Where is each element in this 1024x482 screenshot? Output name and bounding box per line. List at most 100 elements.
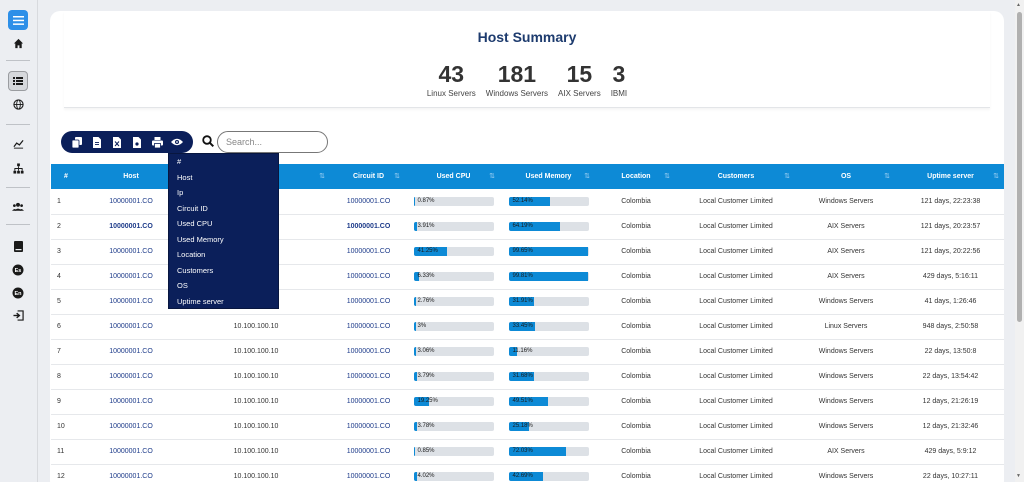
host-link[interactable]: 10000001.CO <box>109 323 153 330</box>
memory-progress-fill <box>508 196 551 206</box>
column-header-customers[interactable]: Customers ⇅ <box>676 164 796 189</box>
os-cell: Windows Servers <box>818 298 874 305</box>
column-toggle-item[interactable]: Ip <box>177 188 184 197</box>
home-icon[interactable] <box>8 33 28 53</box>
column-header-os[interactable]: OS ⇅ <box>796 164 896 189</box>
column-header-label: Used CPU <box>436 173 471 180</box>
column-header-circuit-id[interactable]: Circuit ID ⇅ <box>331 164 406 189</box>
circuit-id-link[interactable]: 10000001.CO <box>346 197 391 205</box>
column-header-used-memory[interactable]: Used Memory ⇅ <box>501 164 596 189</box>
cpu-progress-bar: 6.33% <box>413 272 494 281</box>
cpu-progress-fill <box>413 322 416 331</box>
circuit-id-link[interactable]: 10000001.CO <box>346 348 391 355</box>
column-toggle-item[interactable]: # <box>177 157 182 166</box>
stat-linux: 43 Linux Servers <box>427 61 476 98</box>
circuit-id-link[interactable]: 10000001.CO <box>346 398 391 405</box>
csv-button[interactable] <box>90 135 104 149</box>
row-number: 8 <box>57 373 61 380</box>
stat-value: 3 <box>612 61 626 87</box>
column-header-used-cpu[interactable]: Used CPU ⇅ <box>406 164 501 189</box>
column-toggle-item[interactable]: Customers <box>177 265 214 275</box>
column-visibility-button[interactable] <box>170 135 184 149</box>
scroll-thumb[interactable] <box>1017 12 1022 322</box>
line-chart-icon[interactable] <box>8 134 28 154</box>
table-row: 4 10000001.CO 10000001.CO 6.33% 99.81% Colomb… <box>51 264 1004 289</box>
host-link[interactable]: 10000001.CO <box>109 298 153 305</box>
host-link[interactable]: 10000001.CO <box>109 373 153 380</box>
cpu-progress-fill <box>413 372 417 381</box>
column-toggle-item[interactable]: OS <box>177 281 188 290</box>
search-input[interactable] <box>217 131 328 153</box>
column-header-number[interactable]: # <box>51 164 81 189</box>
logout-icon[interactable] <box>8 305 28 325</box>
row-number: 4 <box>57 273 61 280</box>
host-link[interactable]: 10000001.CO <box>109 248 153 255</box>
excel-button[interactable] <box>110 135 124 149</box>
column-toggle-item[interactable]: Uptime server <box>177 296 224 306</box>
cpu-progress-fill <box>413 472 417 481</box>
cpu-progress-fill <box>413 397 429 406</box>
host-link[interactable]: 10000001.CO <box>109 223 153 230</box>
scroll-up-arrow-icon[interactable]: ▲ <box>1016 2 1021 8</box>
circuit-id-link[interactable]: 10000001.CO <box>346 248 391 255</box>
search-icon <box>202 135 214 147</box>
memory-cell: 11.16% <box>501 339 596 364</box>
host-link[interactable]: 10000001.CO <box>109 273 153 280</box>
host-link[interactable]: 10000001.CO <box>109 473 153 480</box>
os-cell: AIX Servers <box>827 248 865 255</box>
column-header-uptime[interactable]: Uptime server ⇅ <box>896 164 1004 189</box>
host-link[interactable]: 10000001.CO <box>109 423 153 430</box>
column-toggle-item[interactable]: Circuit ID <box>177 203 208 213</box>
page-scrollbar[interactable]: ▲ ▼ <box>1015 0 1024 482</box>
memory-cell: 72.03% <box>501 439 596 464</box>
cpu-progress-bar: 3% <box>413 322 494 331</box>
host-link[interactable]: 10000001.CO <box>109 348 153 355</box>
circuit-id-link[interactable]: 10000001.CO <box>346 448 391 455</box>
circuit-id-link[interactable]: 10000001.CO <box>346 423 391 430</box>
circuit-id-link[interactable]: 10000001.CO <box>346 223 391 230</box>
print-button[interactable] <box>150 135 164 149</box>
memory-progress-fill <box>508 372 534 381</box>
circuit-id-link[interactable]: 10000001.CO <box>346 323 391 330</box>
customer-cell: Local Customer Limited <box>699 473 773 480</box>
memory-value: 31.91% <box>512 298 533 304</box>
host-link[interactable]: 10000001.CO <box>109 398 153 405</box>
column-toggle-item[interactable]: Used Memory <box>177 234 224 244</box>
pdf-button[interactable] <box>130 135 144 149</box>
circuit-id-link[interactable]: 10000001.CO <box>346 298 391 305</box>
users-icon[interactable] <box>8 196 28 216</box>
svg-text:Es: Es <box>15 268 22 274</box>
customer-cell: Local Customer Limited <box>699 348 773 355</box>
cpu-cell: 3.78% <box>406 414 501 439</box>
column-header-location[interactable]: Location ⇅ <box>596 164 676 189</box>
file-excel-icon <box>113 136 121 148</box>
language-en-icon[interactable]: En <box>8 283 28 303</box>
hamburger-menu-icon[interactable] <box>8 10 28 30</box>
column-toggle-item[interactable]: Host <box>177 172 193 182</box>
column-header-label: Uptime server <box>927 173 974 180</box>
copy-button[interactable] <box>70 135 84 149</box>
list-icon[interactable] <box>8 71 28 91</box>
memory-cell: 33.45% <box>501 314 596 339</box>
memory-progress-bar: 64.19% <box>508 222 589 231</box>
language-es-icon[interactable]: Es <box>8 260 28 280</box>
uptime-cell: 429 days, 5:9:12 <box>924 448 977 455</box>
cpu-value: 19.25% <box>417 398 438 404</box>
row-number: 5 <box>57 298 61 305</box>
column-toggle-item[interactable]: Used CPU <box>177 219 213 228</box>
os-cell: Windows Servers <box>818 373 874 380</box>
scroll-down-arrow-icon[interactable]: ▼ <box>1016 473 1021 479</box>
host-link[interactable]: 10000001.CO <box>109 197 153 205</box>
globe-icon[interactable] <box>8 94 28 114</box>
circuit-id-link[interactable]: 10000001.CO <box>346 373 391 380</box>
customer-cell: Local Customer Limited <box>699 423 773 430</box>
host-link[interactable]: 10000001.CO <box>109 448 153 455</box>
column-header-host[interactable]: Host <box>81 164 181 189</box>
book-icon[interactable] <box>8 236 28 256</box>
customer-cell: Local Customer Limited <box>699 197 773 205</box>
sitemap-icon[interactable] <box>8 158 28 178</box>
circuit-id-link[interactable]: 10000001.CO <box>346 273 391 280</box>
column-toggle-item[interactable]: Location <box>177 250 206 259</box>
circuit-id-link[interactable]: 10000001.CO <box>346 473 391 480</box>
file-pdf-icon <box>133 136 141 148</box>
